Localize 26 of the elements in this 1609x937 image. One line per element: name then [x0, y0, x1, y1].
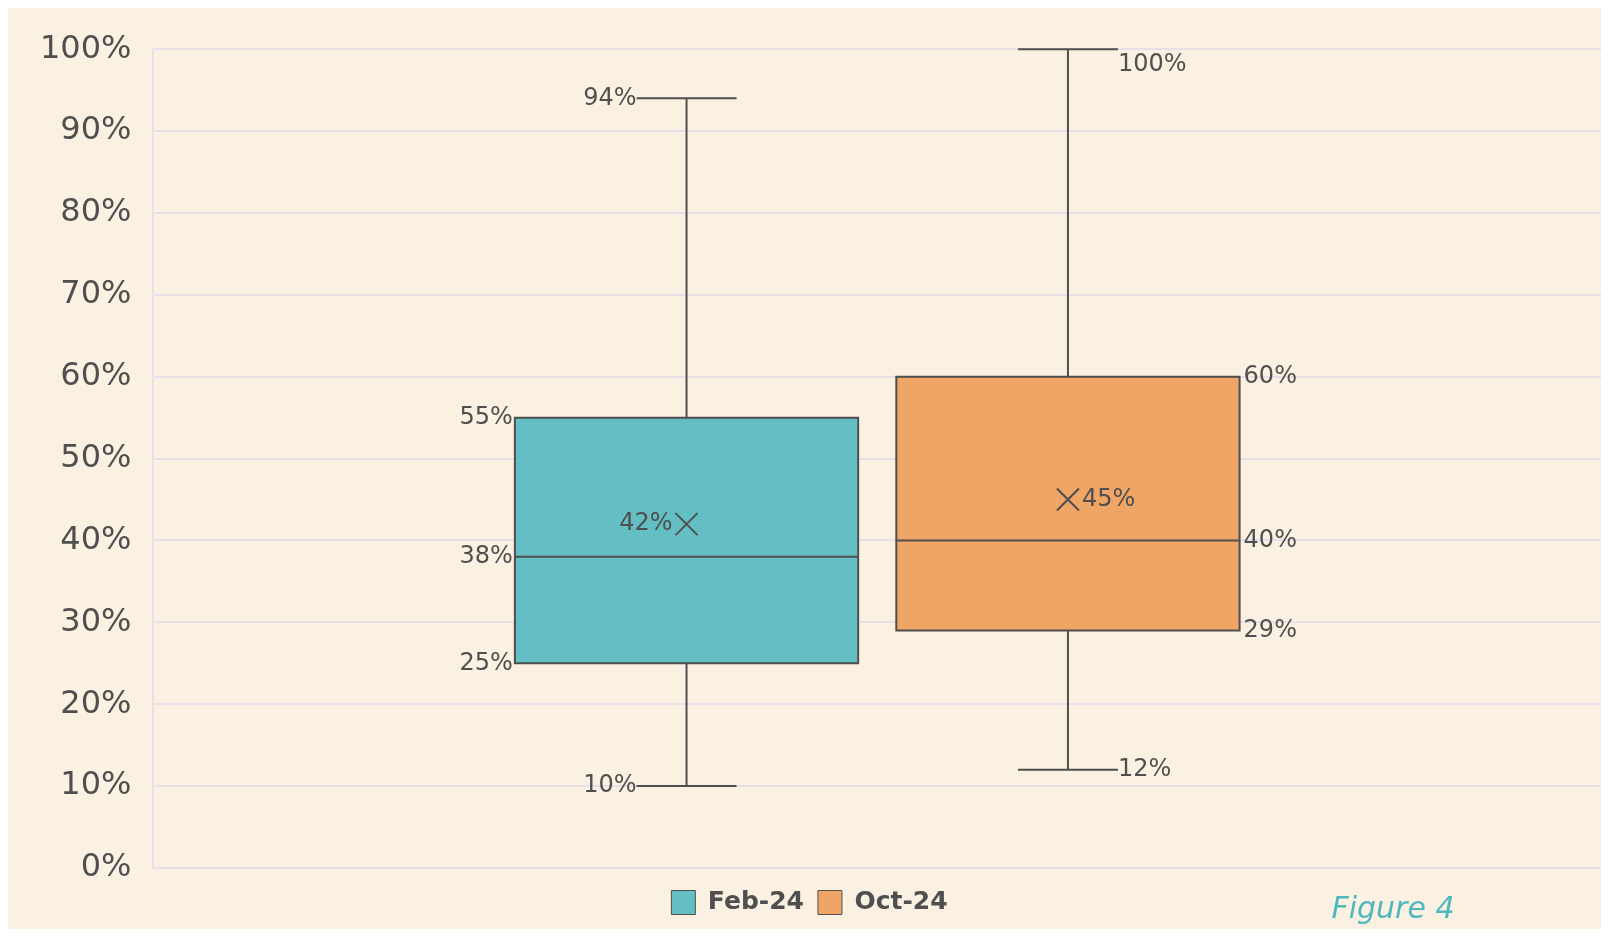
y-tick-label: 80%: [60, 191, 132, 230]
legend-label: Feb-24: [707, 886, 804, 915]
y-tick-label: 70%: [60, 273, 132, 312]
annotation: 42%: [619, 508, 673, 537]
y-tick-label: 100%: [40, 27, 132, 66]
annotation: 100%: [1117, 49, 1187, 78]
legend-label: Oct-24: [854, 886, 948, 915]
y-tick-label: 90%: [60, 109, 132, 148]
y-tick-label: 0%: [80, 846, 132, 885]
y-tick-label: 60%: [60, 355, 132, 394]
y-tick-label: 40%: [60, 518, 132, 557]
annotation: 25%: [459, 647, 513, 676]
annotation: 10%: [583, 770, 637, 799]
y-tick-label: 20%: [60, 682, 132, 721]
annotation: 12%: [1117, 753, 1172, 782]
annotation: 40%: [1243, 524, 1297, 553]
annotation: 94%: [583, 82, 637, 111]
y-tick-label: 50%: [60, 436, 132, 475]
annotation: 38%: [459, 541, 513, 570]
y-tick-label: 30%: [60, 600, 132, 639]
annotation: 29%: [1243, 614, 1297, 643]
annotation: 45%: [1081, 483, 1136, 512]
annotation: 55%: [459, 401, 513, 430]
caption: Figure 4: [1331, 889, 1455, 925]
annotation: 60%: [1243, 360, 1297, 389]
y-tick-label: 10%: [60, 764, 132, 803]
